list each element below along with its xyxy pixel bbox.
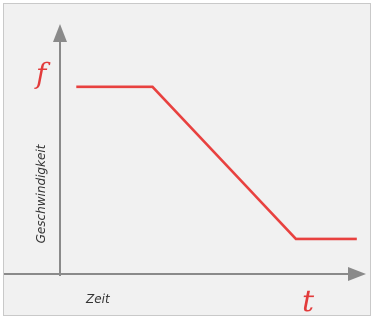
x-axis-label: Zeit [86,292,110,306]
chart-frame: f Geschwindigkeit Zeit t [3,3,371,319]
y-axis-letter: f [36,57,47,90]
series-layer [76,85,357,241]
x-axis-letter: t [302,284,315,319]
chart-axes [4,24,366,281]
x-axis-arrowhead [348,267,366,281]
series-line-0 [76,85,357,241]
y-axis-label: Geschwindigkeit [34,144,48,244]
chart-plot [4,24,366,281]
y-axis-arrowhead [53,24,67,42]
